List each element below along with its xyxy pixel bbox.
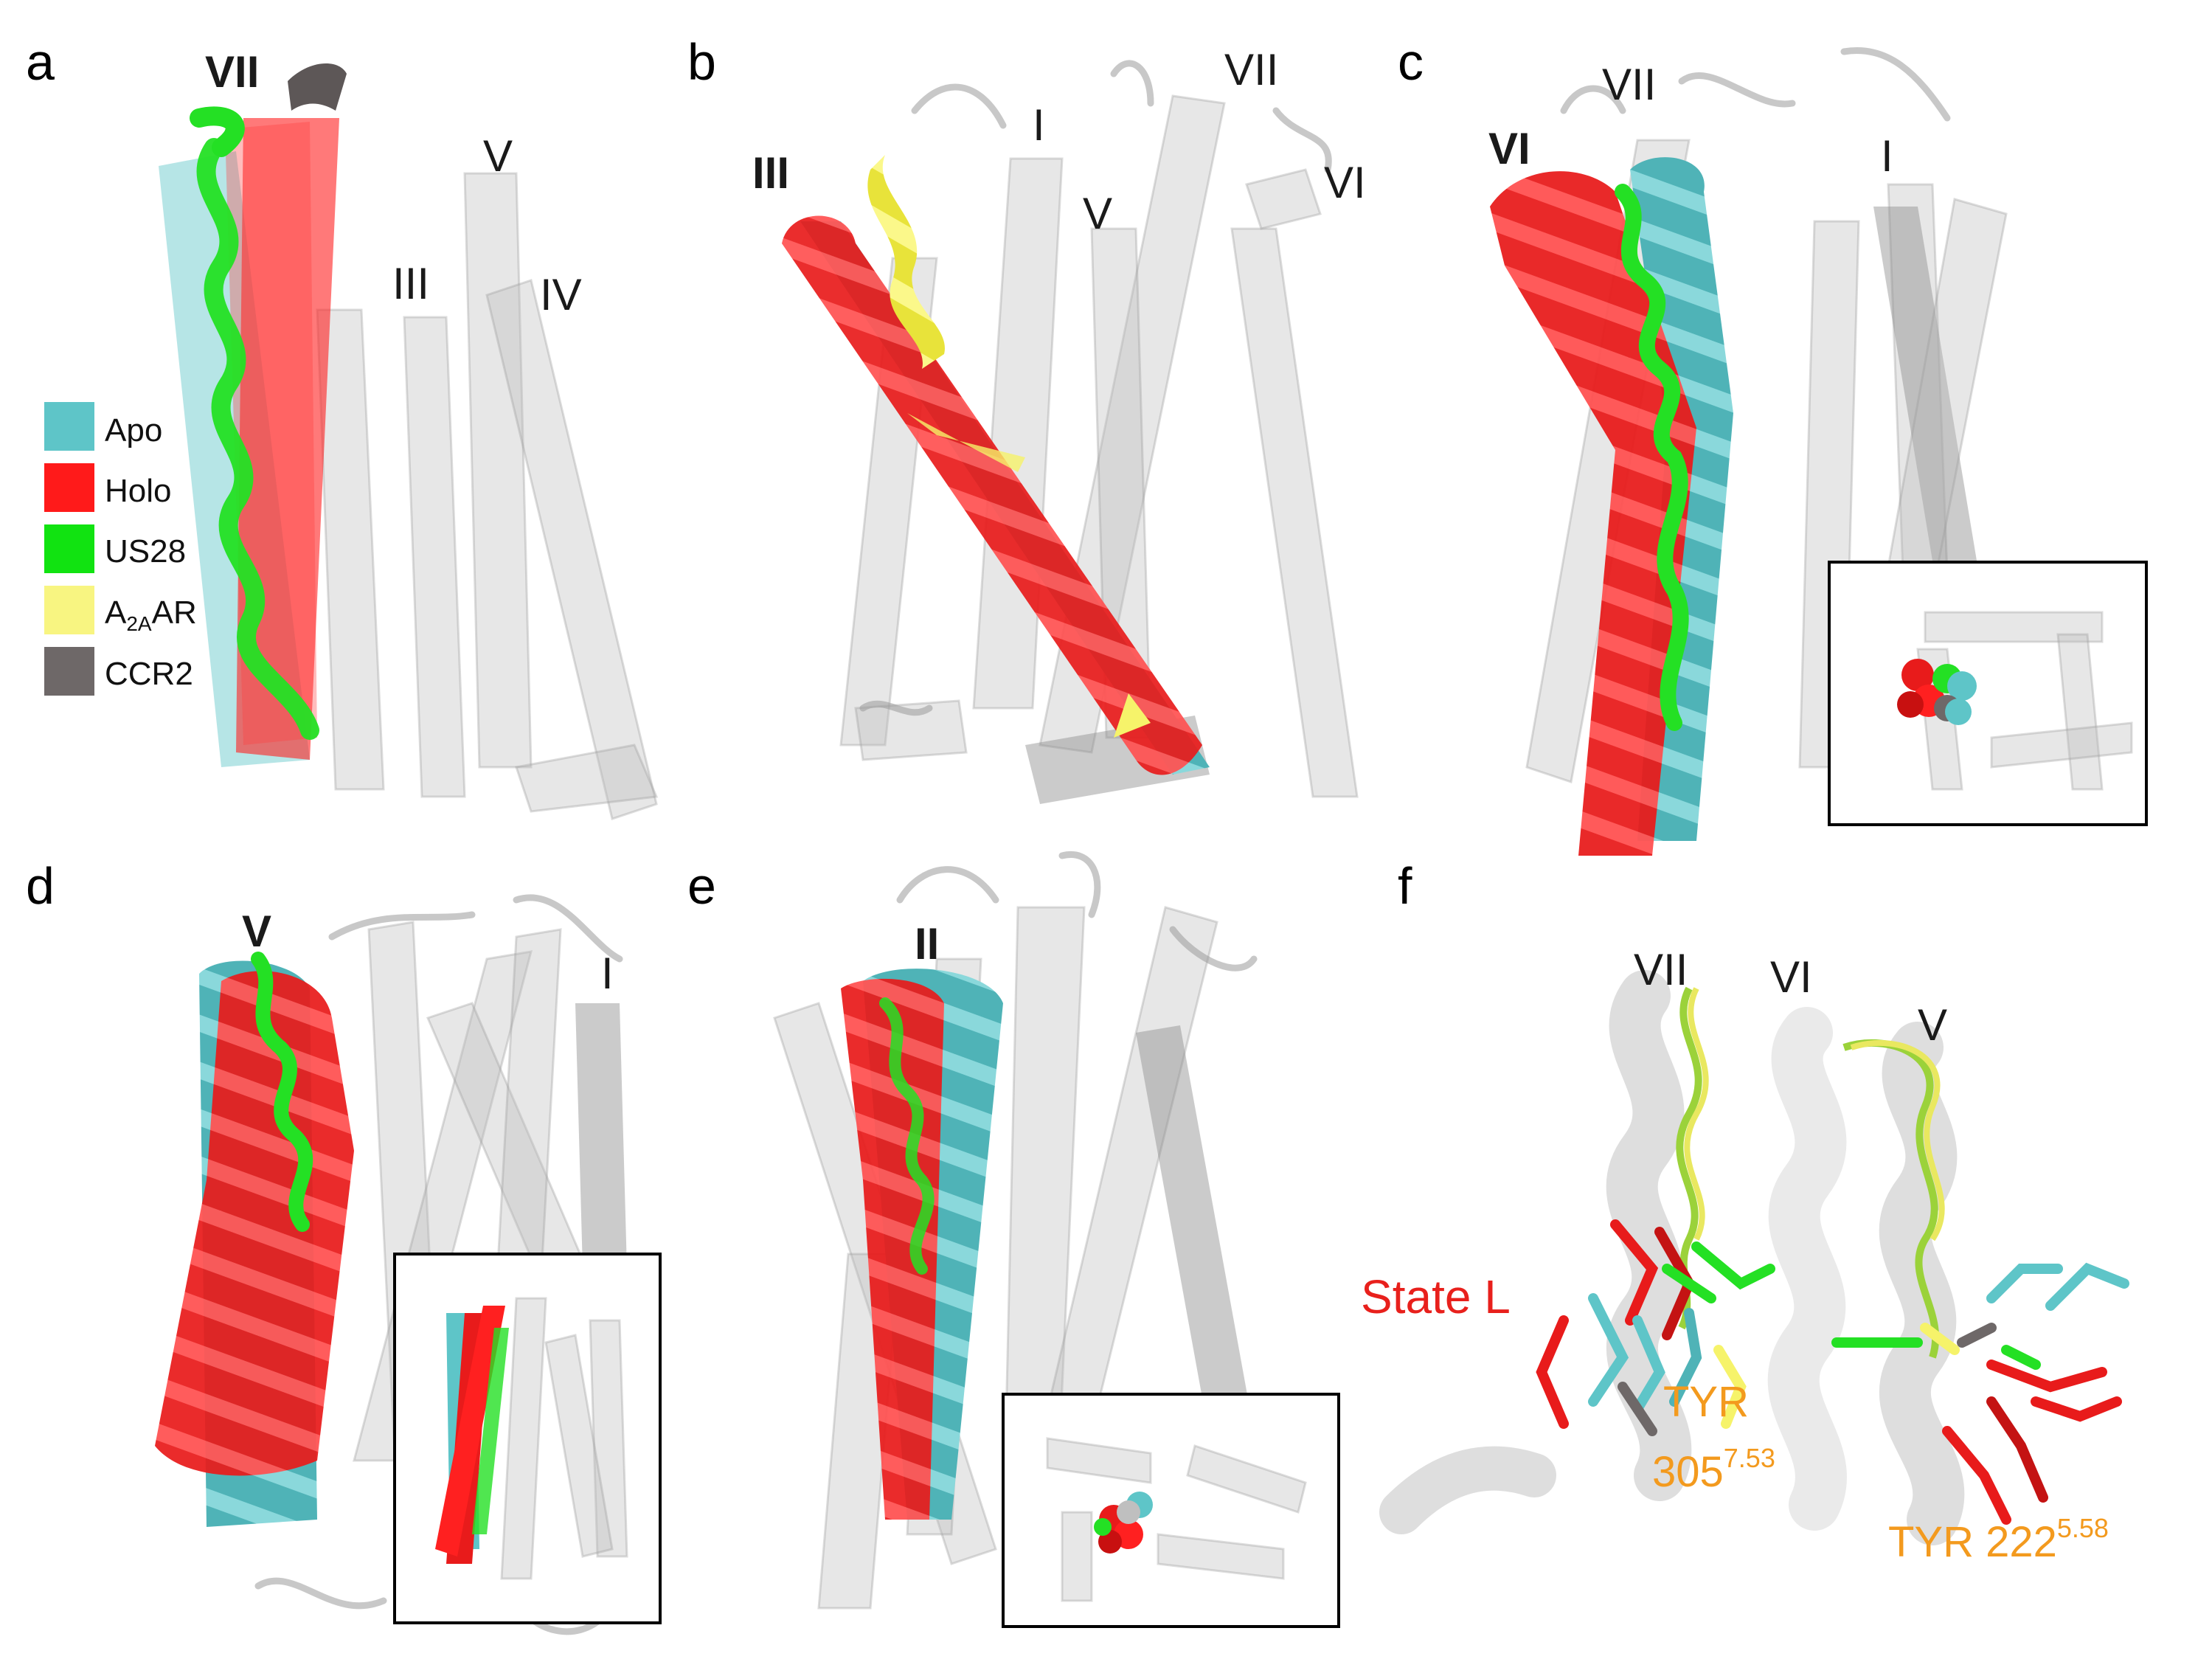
panel-c-helix-label-vii: VII [1602, 60, 1656, 109]
legend-label-a2aar: A2AAR [105, 595, 197, 635]
panel-d-helix-label-i: I [601, 949, 614, 998]
panel-f: f [1361, 857, 2129, 1566]
panel-e-letter: e [687, 857, 716, 915]
panel-e-inset-content [1046, 1437, 1307, 1602]
panel-d: d V I [26, 857, 662, 1635]
panel-f-a2aar-trace-vii [1684, 987, 1709, 1241]
panel-d-holo-ribbon [155, 971, 354, 1476]
panel-f-helix-label-vi: VI [1770, 952, 1812, 1002]
legend-swatch-apo [44, 402, 94, 451]
panel-b-helix-label-i: I [1033, 100, 1045, 150]
panel-a-helix-label-iii: III [392, 259, 429, 308]
panel-f-helix-label-v: V [1918, 1000, 1947, 1050]
panel-a-us28-ribbon [196, 138, 319, 740]
legend-swatch-ccr2 [44, 647, 94, 696]
panel-f-tyr305-sidechains [1536, 1219, 1775, 1436]
panel-a-ccr2-segment [288, 63, 347, 111]
panel-e-us28-ribbon [879, 997, 935, 1275]
panel-a-letter: a [26, 33, 55, 91]
panel-f-tyr222-label: TYR 2225.58 [1888, 1513, 2109, 1566]
panel-b-helix-iii-ensemble [782, 155, 1210, 775]
legend-swatch-a2aar [44, 586, 94, 634]
panel-b: b III I VII VI V [687, 33, 1366, 804]
panel-b-main-helix-label: III [752, 148, 789, 198]
panel-f-a2aar-trace-v [1850, 1039, 1945, 1241]
panel-b-holo-ribbon [782, 215, 1202, 775]
panel-c-inset-content [1897, 611, 2133, 791]
panel-b-helix-label-vi: VI [1324, 158, 1366, 207]
panel-a-background-helices [316, 172, 659, 820]
panel-b-helix-label-v: V [1083, 189, 1112, 238]
panel-e-main-helix-label: II [915, 919, 939, 969]
panel-f-tyr222-sidechains [1831, 1262, 2129, 1525]
panel-c-inset [1828, 561, 2148, 826]
legend: Apo Holo US28 A2AAR CCR2 [44, 402, 197, 696]
panel-c-helix-label-i: I [1881, 131, 1893, 181]
legend-label-holo: Holo [105, 473, 172, 509]
panel-e: e II [687, 851, 1340, 1628]
legend-label-us28: US28 [105, 533, 186, 569]
legend-swatch-holo [44, 463, 94, 512]
panel-e-inset [1002, 1393, 1340, 1628]
panel-a-helix-label-iv: IV [540, 270, 582, 319]
panel-b-a2aar-ribbon [867, 155, 945, 369]
panel-d-main-helix-label: V [242, 907, 271, 956]
panel-c-us28-ribbon [1615, 184, 1689, 731]
panel-a-main-helix-label: VII [205, 47, 259, 97]
panel-d-helix-v-ensemble [155, 952, 354, 1527]
panel-c-main-helix-label: VI [1488, 124, 1530, 173]
panel-d-us28-ribbon [251, 952, 313, 1232]
panel-d-inset [393, 1253, 662, 1624]
panel-f-helix-label-vii: VII [1634, 945, 1688, 994]
legend-swatch-us28 [44, 524, 94, 573]
panel-c: c VI VII I [1398, 33, 2148, 856]
panel-c-helix-vi-ensemble [1490, 157, 1733, 856]
panel-b-letter: b [687, 33, 716, 91]
legend-label-ccr2: CCR2 [105, 656, 193, 692]
panel-f-tyr305-name: TYR [1663, 1378, 1749, 1426]
panel-c-letter: c [1398, 33, 1424, 91]
panel-f-state-label: State L [1361, 1270, 1511, 1323]
panel-a: a VII V III IV [26, 33, 659, 820]
panel-a-helix-label-v: V [483, 131, 513, 181]
panel-f-letter: f [1398, 857, 1412, 915]
panel-f-us28-trace-v [1842, 1039, 1940, 1359]
panel-e-helix-ii-ensemble [841, 969, 1003, 1520]
panel-d-inset-content [435, 1297, 628, 1580]
panel-b-helix-label-vii: VII [1224, 45, 1278, 94]
panel-f-tyr305-label: 3057.53 [1652, 1443, 1775, 1496]
panel-d-letter: d [26, 857, 55, 915]
legend-label-apo: Apo [105, 412, 162, 448]
